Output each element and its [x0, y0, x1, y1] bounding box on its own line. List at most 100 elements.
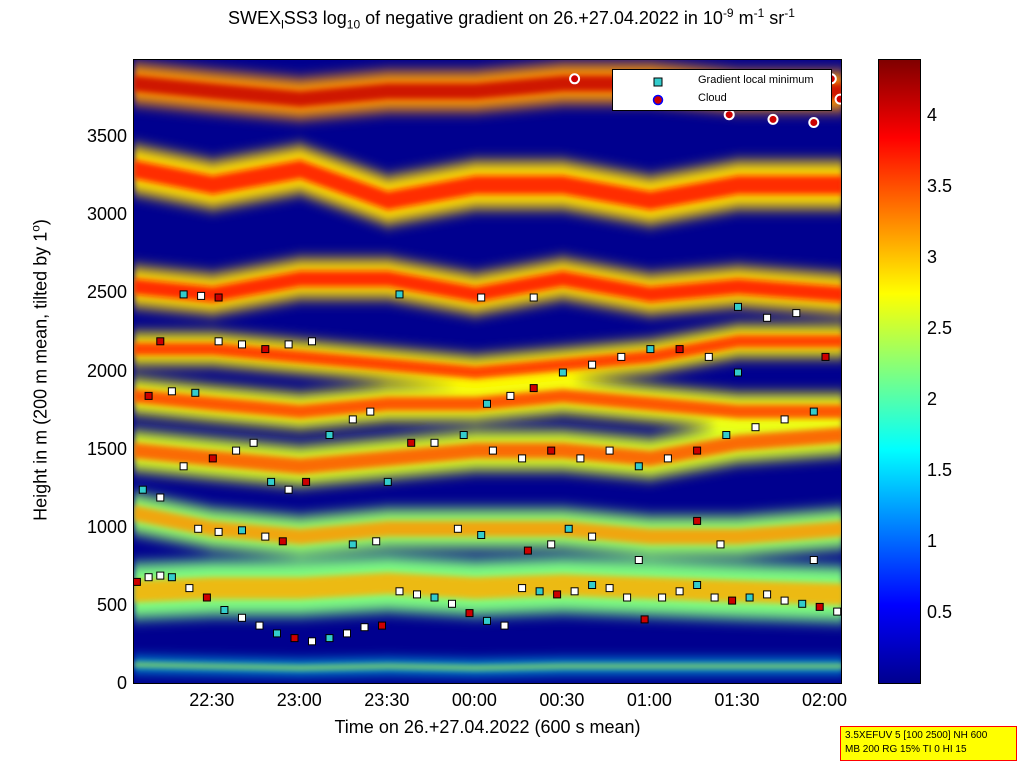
y-tick-label: 2500: [86, 282, 127, 303]
minimum-marker: [395, 290, 404, 299]
cloud-marker: [767, 113, 779, 125]
minimum-marker: [134, 577, 141, 586]
minimum-marker: [278, 537, 287, 546]
minimum-marker: [238, 526, 246, 535]
minimum-marker: [792, 309, 801, 318]
minimum-marker: [360, 623, 369, 632]
minimum-marker: [646, 345, 655, 354]
minimum-marker: [348, 415, 357, 424]
minimum-marker: [430, 593, 439, 602]
minimum-marker: [529, 293, 538, 302]
legend-item-cloud: Cloud: [613, 91, 831, 109]
colorbar-gradient: [879, 60, 920, 683]
minimum-marker: [506, 391, 515, 400]
minimum-marker: [821, 352, 830, 361]
minimum-marker: [663, 454, 672, 463]
x-tick-label: 01:30: [714, 690, 760, 710]
x-tick-label: 02:00: [801, 690, 847, 710]
minimum-marker: [448, 599, 456, 608]
minimum-marker: [156, 571, 165, 580]
minimum-marker: [284, 485, 293, 494]
minimum-marker: [179, 462, 188, 471]
minimum-marker: [809, 556, 818, 564]
minimum-marker: [395, 587, 404, 596]
minimum-marker: [343, 629, 351, 638]
heatmap-svg: [134, 60, 841, 683]
colorbar-tick-label: 4: [927, 104, 938, 125]
minimum-marker: [588, 532, 597, 541]
minimum-marker: [167, 387, 176, 396]
parameter-info-box: 3.5XEFUV 5 [100 2500] NH 600 MB 200 RG 1…: [840, 726, 1017, 761]
minimum-marker: [273, 629, 281, 638]
minimum-marker: [267, 477, 276, 486]
heatmap-layer-core-7: [134, 160, 841, 210]
info-line-2: MB 200 RG 15% TI 0 HI 15: [845, 744, 967, 755]
square-marker-icon: [653, 77, 663, 87]
heatmap-layer-core-0: [134, 662, 841, 670]
chart-title: SWEXlSS3 log10 of negative gradient on 2…: [228, 6, 795, 32]
colorbar-tick-label: 1: [927, 530, 938, 551]
minimum-marker: [453, 524, 462, 533]
x-tick-label: 22:30: [189, 690, 235, 710]
minimum-marker: [704, 352, 713, 361]
minimum-marker: [675, 587, 684, 596]
minimum-marker: [728, 596, 737, 605]
cloud-marker: [723, 109, 735, 121]
colorbar-tick-label: 1.5: [927, 459, 953, 480]
minimum-marker: [780, 596, 789, 605]
heatmap-layer-core-3: [134, 427, 841, 475]
minimum-marker: [232, 446, 241, 455]
circle-marker-icon: [652, 94, 664, 106]
minimum-marker: [780, 415, 789, 424]
minimum-marker: [255, 621, 264, 630]
heatmap-layer-core-2: [134, 505, 841, 545]
heatmap-layer-5: [134, 325, 841, 389]
minimum-marker: [809, 407, 818, 416]
colorbar-tick-label: 3: [927, 246, 938, 267]
minimum-marker: [658, 593, 667, 602]
y-tick-label: 3500: [86, 126, 127, 147]
minimum-marker: [144, 573, 153, 582]
x-tick-label: 00:30: [539, 690, 585, 710]
minimum-marker: [407, 438, 416, 447]
x-tick-label: 23:30: [364, 690, 410, 710]
minimum-marker: [815, 602, 824, 611]
minimum-marker: [214, 293, 223, 302]
x-tick-label: 01:00: [626, 690, 672, 710]
minimum-marker: [430, 438, 439, 447]
minimum-marker: [144, 391, 153, 400]
minimum-marker: [214, 337, 223, 346]
y-axis-label: Height in m (200 m mean, tilted by 1o): [28, 219, 51, 521]
minimum-marker: [564, 524, 573, 533]
minimum-marker: [261, 532, 270, 541]
minimum-marker: [465, 609, 474, 618]
minimum-marker: [483, 616, 491, 625]
y-tick-label: 500: [96, 594, 127, 615]
legend-item-minimum: Gradient local minimum: [613, 73, 831, 91]
minimum-marker: [191, 388, 200, 397]
minimum-marker: [518, 454, 527, 463]
minimum-marker: [634, 462, 643, 471]
minimum-marker: [605, 446, 614, 455]
minimum-marker: [833, 607, 841, 616]
cloud-marker: [834, 93, 841, 105]
x-axis-label: Time on 26.+27.04.2022 (600 s mean): [334, 717, 641, 737]
minimum-marker: [763, 313, 772, 322]
minimum-marker: [751, 423, 760, 432]
minimum-marker: [308, 637, 316, 646]
minimum-marker: [617, 352, 626, 361]
minimum-marker: [156, 493, 165, 502]
minimum-marker: [483, 399, 491, 408]
y-tick-label: 2000: [86, 360, 127, 381]
minimum-marker: [284, 340, 293, 349]
colorbar: [878, 59, 921, 684]
minimum-marker: [208, 454, 217, 463]
minimum-marker: [535, 587, 544, 596]
colorbar-tick-label: 2.5: [927, 317, 953, 338]
y-tick-label: 1000: [86, 516, 127, 537]
minimum-marker: [477, 531, 486, 539]
minimum-marker: [325, 634, 334, 643]
minimum-marker: [553, 590, 562, 599]
minimum-marker: [302, 477, 311, 486]
minimum-marker: [693, 581, 702, 589]
